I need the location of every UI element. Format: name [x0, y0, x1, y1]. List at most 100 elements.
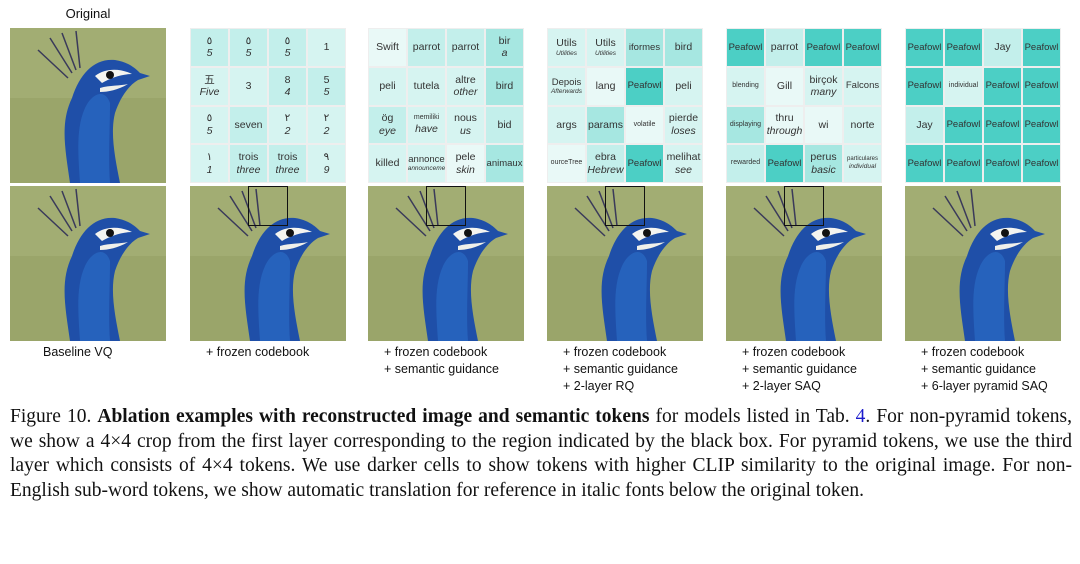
model-label-line: + semantic guidance	[921, 362, 1037, 376]
token-translation: announceme	[408, 165, 445, 173]
token-text: rewarded	[730, 159, 761, 167]
token-text: Peafowl	[1024, 119, 1059, 131]
model-label-line: + frozen codebook	[742, 345, 846, 359]
token-translation: Utilities	[595, 49, 616, 57]
token-text: bird	[495, 79, 514, 92]
model-label-line: + 2-layer SAQ	[742, 379, 821, 393]
token-text: Falcons	[845, 80, 880, 92]
token-text: peli	[675, 79, 692, 92]
token-cell: params	[587, 106, 624, 144]
token-text: ög	[381, 112, 394, 125]
token-translation: 5	[323, 86, 330, 99]
token-translation: 1	[206, 163, 213, 176]
token-translation: Afterwards	[550, 87, 583, 95]
token-text: Peafowl	[1024, 41, 1059, 53]
token-cell: args	[548, 106, 585, 144]
model-label-line: + semantic guidance	[742, 362, 858, 376]
token-text: ٢	[323, 112, 330, 125]
token-cell: individual	[945, 67, 982, 105]
model-label: + frozen codebook + semantic guidance + 2-…	[742, 344, 857, 395]
token-cell: Utils Utilities	[548, 29, 585, 66]
token-translation: 2	[284, 124, 291, 137]
token-text: Swift	[376, 41, 399, 54]
token-grid: Swift parrot parrot bir a peli tutela altre othe…	[368, 28, 524, 183]
token-text: Gill	[776, 79, 793, 92]
token-text: ourceTree	[550, 159, 583, 167]
token-cell: iformes	[626, 29, 663, 66]
token-text: blending	[732, 81, 759, 89]
token-cell: parrot	[408, 29, 445, 66]
token-cell: Peafowl	[626, 67, 663, 105]
token-cell: trois three	[230, 145, 267, 182]
token-cell: bid	[486, 106, 523, 144]
token-text: killed	[375, 157, 400, 170]
token-text: ٥	[206, 34, 213, 47]
token-text: ٥	[206, 112, 213, 125]
token-text: individual	[948, 81, 979, 89]
token-cell: Swift	[369, 29, 406, 66]
token-text: Peafowl	[985, 119, 1020, 131]
crop-region-box	[605, 186, 645, 226]
token-text: trois	[277, 151, 298, 164]
token-translation: 5	[284, 47, 291, 60]
token-text: particulares	[846, 156, 878, 163]
caption-mid: for models listed in Tab.	[649, 406, 856, 427]
token-text: pele	[455, 151, 476, 164]
token-grid: ٥ 5 ٥ 5 ٥ 5 1 五 Five 3 8 4 5 5 ٥ 5 seven ٢ 2 ٢ 2 ١ 1 trois three…	[190, 28, 346, 183]
token-cell: melihat see	[665, 145, 702, 182]
token-translation: basic	[811, 163, 836, 176]
table-reference-link[interactable]: 4	[855, 406, 866, 427]
token-text: Peafowl	[946, 157, 981, 169]
token-text: Utils	[556, 37, 577, 50]
token-cell: parrot	[766, 29, 803, 66]
figure-caption: Figure 10. Ablation examples with recons…	[10, 405, 1072, 503]
token-translation: through	[766, 124, 803, 137]
token-cell: seven	[230, 106, 267, 144]
token-cell: Peafowl	[906, 145, 943, 182]
token-cell: Depois Afterwards	[548, 67, 585, 105]
token-cell: Utils Utilities	[587, 29, 624, 66]
token-cell: Peafowl	[906, 67, 943, 105]
token-grid: Utils Utilities Utils Utilities iformes bird D…	[547, 28, 703, 183]
token-cell: parrot	[447, 29, 484, 66]
token-cell: altre other	[447, 67, 484, 105]
token-text: norte	[850, 118, 875, 131]
token-cell: Peafowl	[945, 29, 982, 66]
token-cell: Gill	[766, 67, 803, 105]
token-text: lang	[595, 79, 616, 92]
token-cell: ebra Hebrew	[587, 145, 624, 182]
token-text: Peafowl	[845, 41, 880, 53]
token-cell: Peafowl	[1023, 29, 1060, 66]
token-grid: Peafowl Peafowl Jay Peafowl Peafowl individua…	[905, 28, 1061, 183]
token-text: wi	[818, 118, 829, 131]
reconstructed-image	[368, 186, 524, 341]
token-text: ٥	[245, 34, 252, 47]
token-text: thru	[775, 112, 794, 125]
token-cell: 1	[308, 29, 345, 66]
token-text: Peafowl	[728, 41, 763, 53]
token-text: nous	[454, 112, 477, 125]
token-cell: blending	[727, 67, 764, 105]
token-cell: rewarded	[727, 145, 764, 182]
token-text: ٩	[323, 151, 330, 164]
token-cell: bird	[665, 29, 702, 66]
token-cell: Peafowl	[984, 67, 1021, 105]
token-translation: 4	[284, 86, 291, 99]
token-cell: animaux	[486, 145, 523, 182]
token-cell: peli	[665, 67, 702, 105]
token-translation: 5	[245, 47, 252, 60]
token-grid: Peafowl parrot Peafowl Peafowl blending Gill b…	[726, 28, 882, 183]
token-text: ١	[206, 151, 213, 164]
token-text: parrot	[770, 41, 799, 54]
token-translation: Five	[199, 86, 220, 99]
token-text: Peafowl	[1024, 157, 1059, 169]
token-cell: ög eye	[369, 106, 406, 144]
model-label-line: + frozen codebook	[206, 345, 310, 359]
token-cell: birçok many	[805, 67, 842, 105]
token-text: tutela	[413, 79, 440, 92]
reconstructed-image	[905, 186, 1061, 341]
